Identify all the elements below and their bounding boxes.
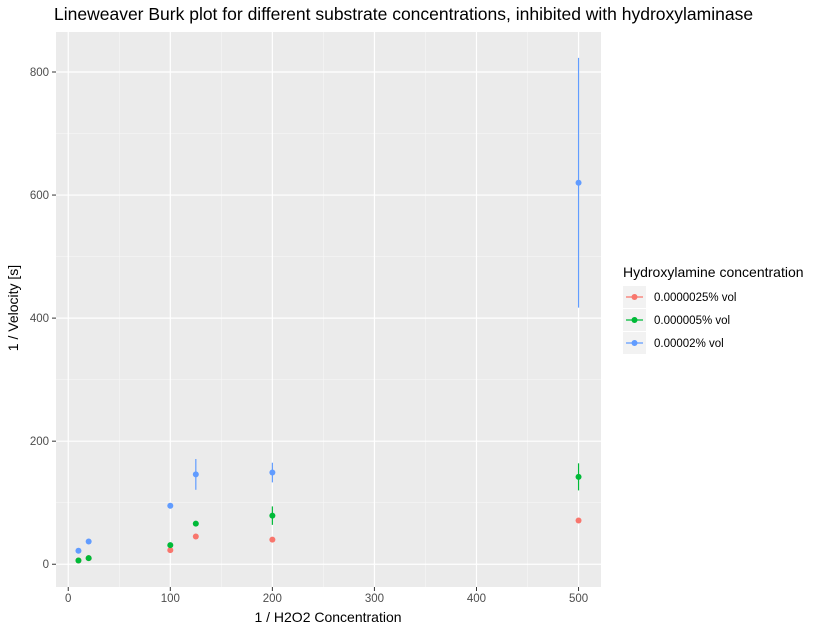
data-point <box>575 179 582 186</box>
legend-label: 0.0000025% vol <box>654 292 736 304</box>
data-point <box>75 557 82 564</box>
data-point <box>167 502 174 509</box>
data-point <box>269 512 276 519</box>
data-point <box>167 542 174 549</box>
data-point <box>167 547 174 554</box>
minor-gridlines <box>56 32 601 587</box>
y-axis: 0 200 400 600 800 <box>30 67 56 571</box>
x-tick-label: 200 <box>263 593 282 605</box>
legend-key-point <box>631 340 638 346</box>
legend-key-point <box>631 317 638 323</box>
x-tick-label: 0 <box>65 593 71 605</box>
data-point <box>269 536 276 543</box>
y-tick-label: 800 <box>30 67 49 79</box>
y-axis-title: 1 / Velocity [s] <box>5 265 21 351</box>
x-axis: 0 100 200 300 400 500 <box>65 587 588 605</box>
data-point <box>575 517 582 524</box>
data-point <box>85 538 92 545</box>
data-point <box>192 520 199 527</box>
y-tick-label: 200 <box>30 436 49 448</box>
x-axis-title: 1 / H2O2 Concentration <box>254 609 401 625</box>
data-point <box>75 547 82 554</box>
data-points <box>75 179 582 564</box>
legend-title: Hydroxylamine concentration <box>623 264 804 280</box>
y-tick-label: 600 <box>30 190 49 202</box>
legend-key-point <box>631 294 638 300</box>
data-point <box>269 469 276 476</box>
legend-label: 0.000005% vol <box>654 315 730 327</box>
chart-title: Lineweaver Burk plot for different subst… <box>54 4 753 24</box>
data-point <box>85 555 92 562</box>
legend: Hydroxylamine concentration 0.0000025% v… <box>623 264 804 354</box>
legend-label: 0.00002% vol <box>654 338 724 350</box>
y-tick-label: 400 <box>30 313 49 325</box>
x-tick-label: 300 <box>365 593 384 605</box>
data-point <box>192 471 199 478</box>
data-point <box>192 533 199 540</box>
major-gridlines <box>56 32 601 587</box>
data-point <box>575 473 582 480</box>
x-tick-label: 500 <box>569 593 588 605</box>
legend-items: 0.0000025% vol 0.000005% vol 0.00002% vol <box>623 286 736 354</box>
x-tick-label: 100 <box>161 593 180 605</box>
x-tick-label: 400 <box>467 593 486 605</box>
y-tick-label: 0 <box>43 559 49 571</box>
plot-panel <box>56 32 601 587</box>
